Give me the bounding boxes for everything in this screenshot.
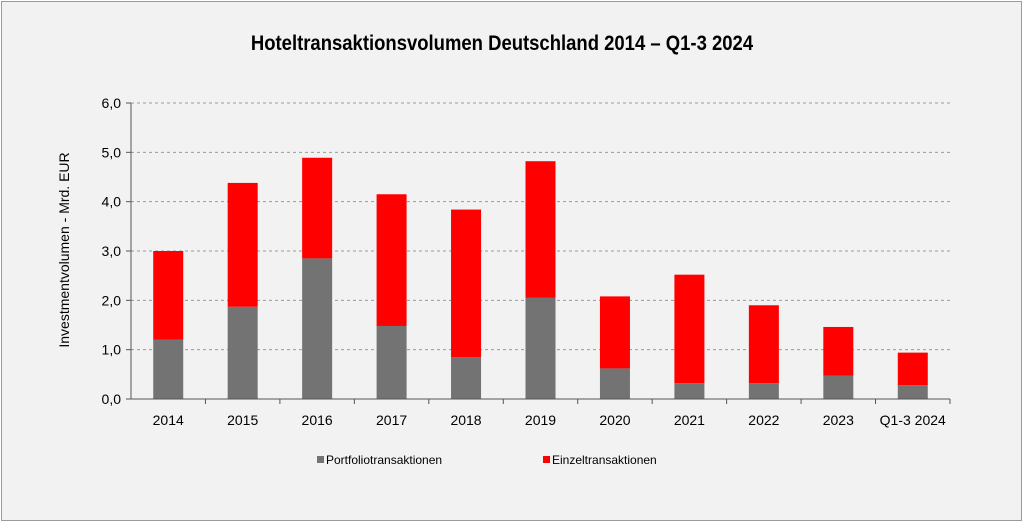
y-tick-label: 3,0	[102, 243, 122, 259]
bar-segment	[674, 383, 705, 399]
chart-title: Hoteltransaktionsvolumen Deutschland 201…	[250, 32, 754, 55]
bar-segment	[227, 182, 258, 307]
bar-segment	[153, 251, 184, 340]
y-axis-label: Investmentvolumen - Mrd. EUR	[56, 152, 72, 347]
bar-segment	[227, 306, 258, 399]
y-tick-label: 1,0	[102, 342, 122, 358]
y-tick-label: 0,0	[102, 391, 122, 407]
bar-segment	[302, 157, 333, 259]
y-tick-label: 2,0	[102, 292, 122, 308]
bar-segment	[376, 194, 407, 326]
y-tick-label: 5,0	[102, 144, 122, 160]
x-tick-label: 2020	[599, 412, 630, 428]
y-tick-label: 6,0	[102, 95, 122, 111]
x-tick-label: 2023	[823, 412, 854, 428]
bar-segment	[823, 375, 854, 399]
bar-segment	[674, 274, 705, 384]
x-tick-label: 2018	[450, 412, 481, 428]
bar-segment	[525, 297, 556, 399]
legend-swatch	[317, 456, 324, 463]
x-tick-labels: 2014 2015 2016 2017 2018 2019 2020 2021 2022 2023…	[153, 412, 946, 428]
bars	[153, 157, 928, 399]
bar-segment	[897, 352, 928, 386]
x-tick-label: Q1-3 2024	[880, 412, 946, 428]
bar-segment	[302, 258, 333, 399]
bar-segment	[897, 385, 928, 399]
x-tick-label: 2016	[302, 412, 333, 428]
x-tick-label: 2022	[748, 412, 779, 428]
bar-segment	[451, 357, 482, 399]
legend: Portfoliotransaktionen Einzeltransaktione…	[317, 453, 657, 467]
legend-label: Portfoliotransaktionen	[326, 453, 442, 467]
bar-segment	[153, 339, 184, 399]
axes	[126, 102, 951, 404]
bar-segment	[451, 209, 482, 358]
bar-segment	[376, 325, 407, 399]
bar-segment	[748, 383, 779, 399]
x-tick-label: 2021	[674, 412, 705, 428]
y-tick-labels: 0,0 1,0 2,0 3,0 4,0 5,0 6,0	[102, 95, 122, 407]
x-tick-label: 2017	[376, 412, 407, 428]
legend-swatch	[543, 456, 550, 463]
legend-label: Einzeltransaktionen	[552, 453, 657, 467]
x-tick-label: 2015	[227, 412, 258, 428]
y-tick-label: 4,0	[102, 194, 122, 210]
bar-segment	[599, 296, 630, 369]
bar-segment	[525, 161, 556, 298]
x-tick-label: 2014	[153, 412, 184, 428]
bar-segment	[823, 326, 854, 376]
bar-segment	[748, 305, 779, 384]
x-tick-label: 2019	[525, 412, 556, 428]
bar-segment	[599, 368, 630, 399]
